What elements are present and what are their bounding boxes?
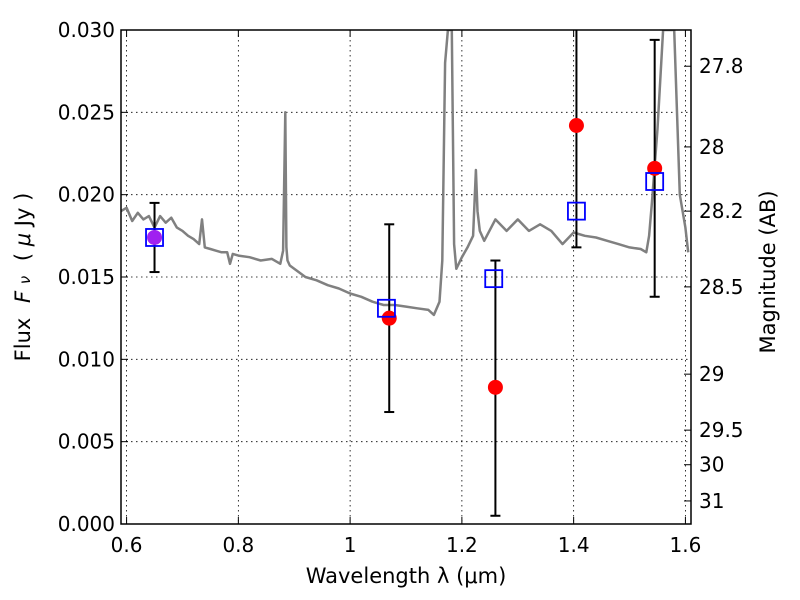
y-tick-label: 0.015 bbox=[58, 265, 115, 289]
y2-tick-label: 29 bbox=[699, 362, 724, 386]
observed-flux-point bbox=[487, 379, 503, 395]
x-tick-label: 1.4 bbox=[558, 533, 590, 557]
observed-flux-point bbox=[647, 160, 663, 176]
y2-axis-ticks: 27.8 28 28.2 28.5 29 29.5 30 31 bbox=[684, 54, 744, 513]
y2-tick-label: 30 bbox=[699, 453, 724, 477]
y-axis-label-symbol: F bbox=[11, 290, 35, 303]
y-tick-label: 0.020 bbox=[58, 183, 115, 207]
marker-layer bbox=[145, 118, 665, 395]
y-axis-label-unit-open: ( bbox=[11, 246, 35, 261]
y-tick-label: 0.010 bbox=[58, 347, 115, 371]
model-flux-square bbox=[484, 269, 504, 289]
y-axis-label-unit: Jy ) bbox=[11, 193, 35, 229]
y2-tick-label: 28.2 bbox=[699, 199, 744, 223]
observed-flux-point bbox=[147, 229, 163, 245]
x-tick-label: 1.2 bbox=[446, 533, 478, 557]
y2-tick-label: 29.5 bbox=[699, 418, 744, 442]
y-tick-label: 0.025 bbox=[58, 100, 115, 124]
y2-axis-label: Magnitude (AB) bbox=[756, 190, 780, 353]
y2-tick-label: 28 bbox=[699, 135, 724, 159]
y-tick-label: 0.000 bbox=[58, 512, 115, 536]
observed-flux-point bbox=[568, 118, 584, 134]
x-tick-label: 1.6 bbox=[670, 533, 702, 557]
y-axis-label-flux: Flux bbox=[11, 318, 35, 362]
model-flux-square bbox=[567, 201, 586, 221]
y-axis-label: Flux F ν ( μ Jy ) bbox=[11, 193, 35, 362]
y-axis-label-mu: μ bbox=[11, 233, 35, 247]
x-tick-label: 0.8 bbox=[222, 533, 254, 557]
x-axis-label: Wavelength λ (μm) bbox=[306, 564, 507, 588]
model-spectrum-line bbox=[121, 30, 690, 317]
model-spectrum-layer bbox=[121, 30, 690, 317]
model-flux-square bbox=[377, 298, 396, 318]
y2-tick-label: 27.8 bbox=[699, 54, 744, 78]
observed-flux-point bbox=[381, 310, 397, 326]
errorbar-layer bbox=[149, 30, 660, 517]
y-tick-label: 0.005 bbox=[58, 430, 115, 454]
x-tick-label: 0.6 bbox=[111, 533, 143, 557]
x-axis-ticks: 0.6 0.8 1 1.2 1.4 1.6 bbox=[111, 30, 702, 557]
y-axis-ticks: 0.000 0.005 0.010 0.015 0.020 0.025 0.030 bbox=[58, 18, 128, 536]
model-flux-square bbox=[645, 172, 665, 191]
y2-tick-label: 28.5 bbox=[699, 275, 744, 299]
y-axis-label-subscript: ν bbox=[16, 276, 34, 284]
y2-tick-label: 31 bbox=[699, 489, 724, 513]
x-tick-label: 1 bbox=[344, 533, 357, 557]
model-flux-square bbox=[145, 228, 164, 247]
gridlines bbox=[121, 30, 691, 524]
y-tick-label: 0.030 bbox=[58, 18, 115, 42]
